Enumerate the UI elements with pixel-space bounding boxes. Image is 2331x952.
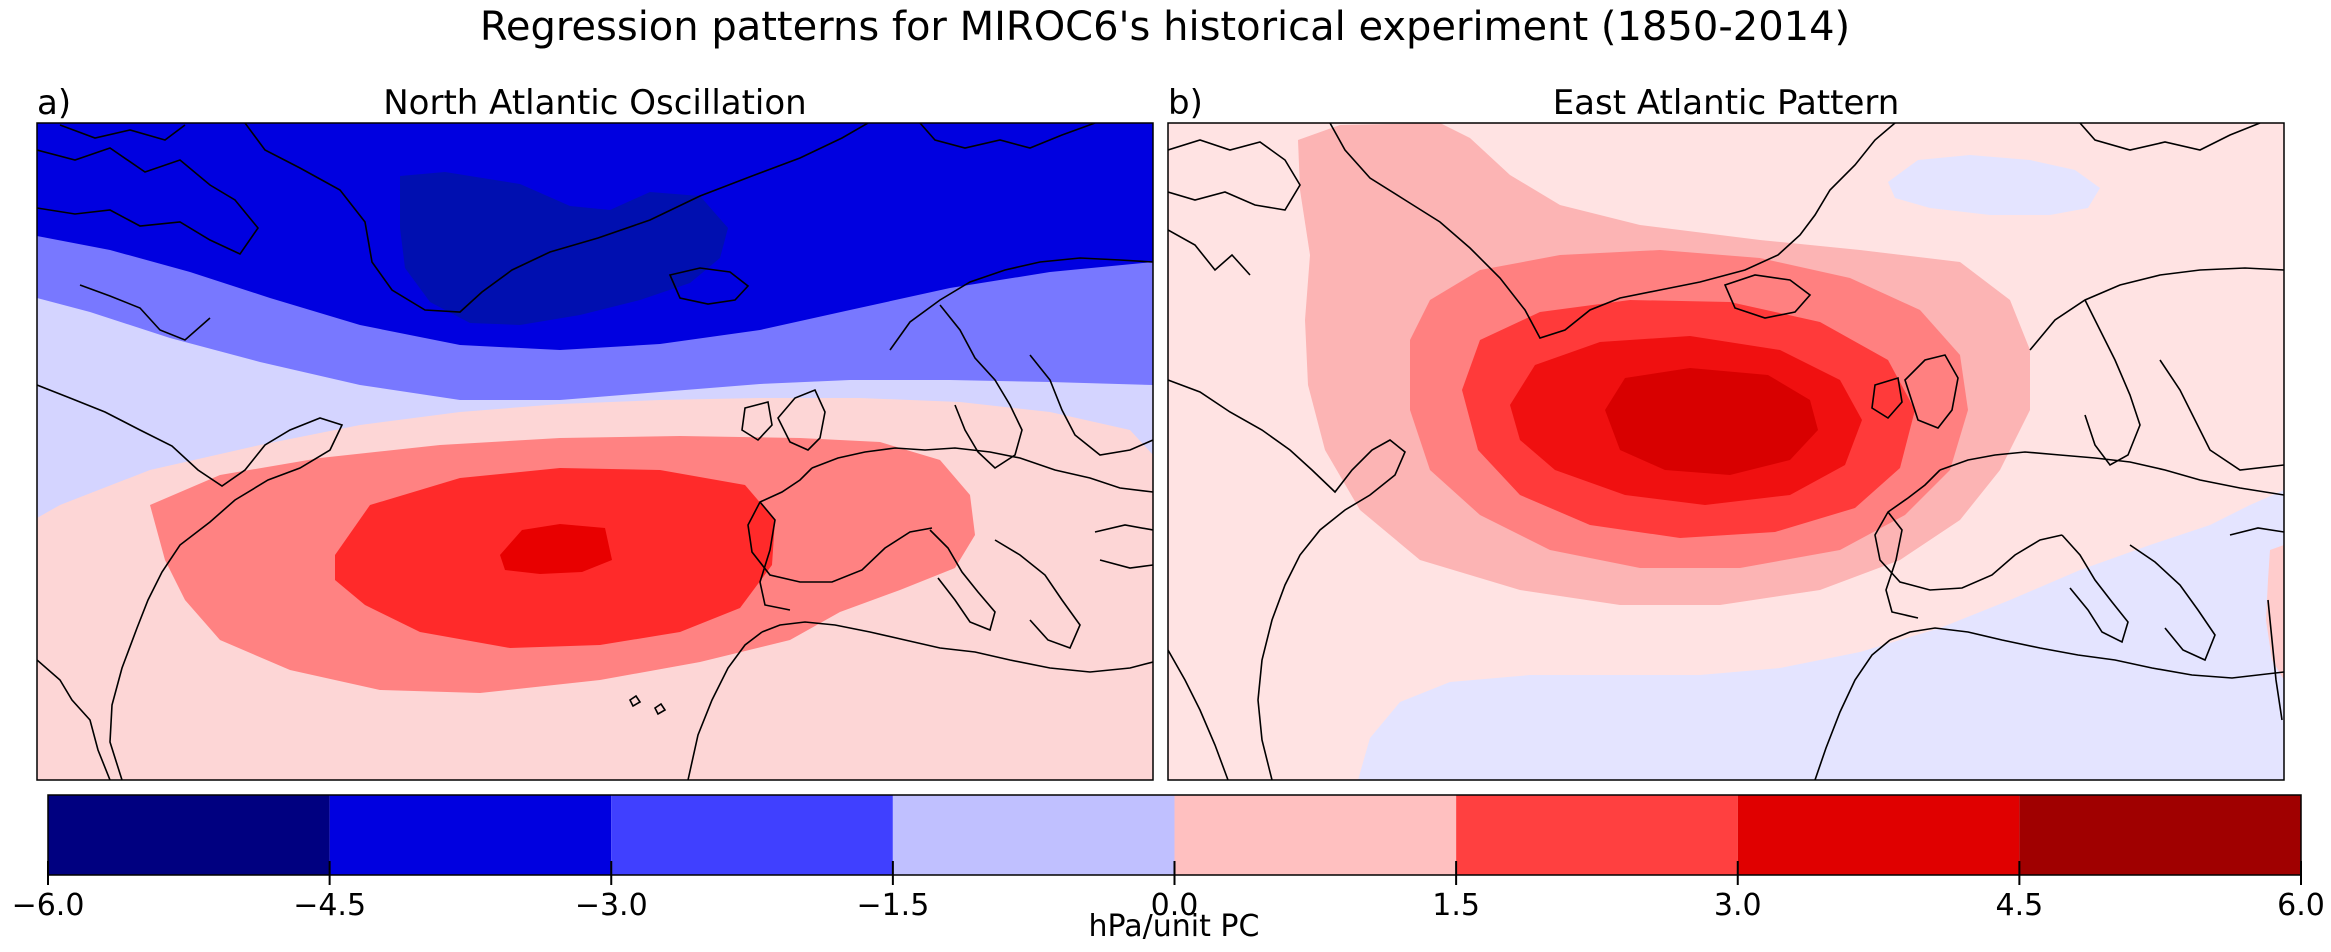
colorbar-bin [892, 795, 1175, 875]
contour-level-pos-max [1605, 368, 1818, 475]
panel-b-frame [1167, 122, 2285, 781]
colorbar-bin [611, 795, 893, 875]
contour-level-neg-faint [1358, 490, 2284, 780]
colorbar-label: hPa/unit PC [1089, 909, 1260, 944]
contour-level-neg-faint-north [1888, 155, 2100, 215]
colorbar-bin [1456, 795, 1738, 875]
colorbar-tick-label: 6.0 [2277, 888, 2325, 923]
colorbar-tick-label: −1.5 [856, 888, 929, 923]
colorbar-tick-label: 4.5 [1996, 888, 2044, 923]
colorbar-tick-label: 0.0 [1151, 888, 1199, 923]
colorbar-tick-label: −6.0 [12, 888, 85, 923]
contour-level-pos-edge [2266, 545, 2284, 680]
colorbar-bin [1174, 795, 1457, 875]
panel-b: b) East Atlantic Pattern [1167, 83, 2285, 781]
colorbar: −6.0 −4.5 −3.0 −1.5 0.0 1.5 3.0 4.5 6.0 hPa/unit… [12, 794, 2325, 944]
colorbar-bin [1737, 795, 2020, 875]
panel-a: a) North Atlantic Oscillation [36, 83, 1154, 781]
panel-a-contours [37, 123, 1153, 780]
figure-title: Regression patterns for MIROC6's histori… [480, 4, 1850, 50]
panel-b-contours [1168, 123, 2284, 780]
colorbar-bins [48, 795, 2301, 875]
colorbar-tick-label: 1.5 [1432, 888, 1480, 923]
colorbar-tick-label: 3.0 [1714, 888, 1762, 923]
colorbar-bin [329, 795, 612, 875]
contour-level-pos-max [500, 524, 612, 574]
colorbar-bin [2019, 795, 2301, 875]
coastlines-a [37, 123, 1153, 780]
colorbar-tick-label: −3.0 [575, 888, 648, 923]
colorbar-ticks: −6.0 −4.5 −3.0 −1.5 0.0 1.5 3.0 4.5 6.0 [12, 861, 2325, 923]
coastlines-b [1168, 123, 2284, 780]
colorbar-bin [48, 795, 330, 875]
panel-a-letter: a) [37, 83, 71, 123]
panel-b-letter: b) [1168, 83, 1203, 123]
panel-a-title: North Atlantic Oscillation [383, 83, 806, 123]
colorbar-tick-label: −4.5 [293, 888, 366, 923]
panel-a-frame [36, 122, 1154, 781]
panel-b-title: East Atlantic Pattern [1553, 83, 1900, 123]
